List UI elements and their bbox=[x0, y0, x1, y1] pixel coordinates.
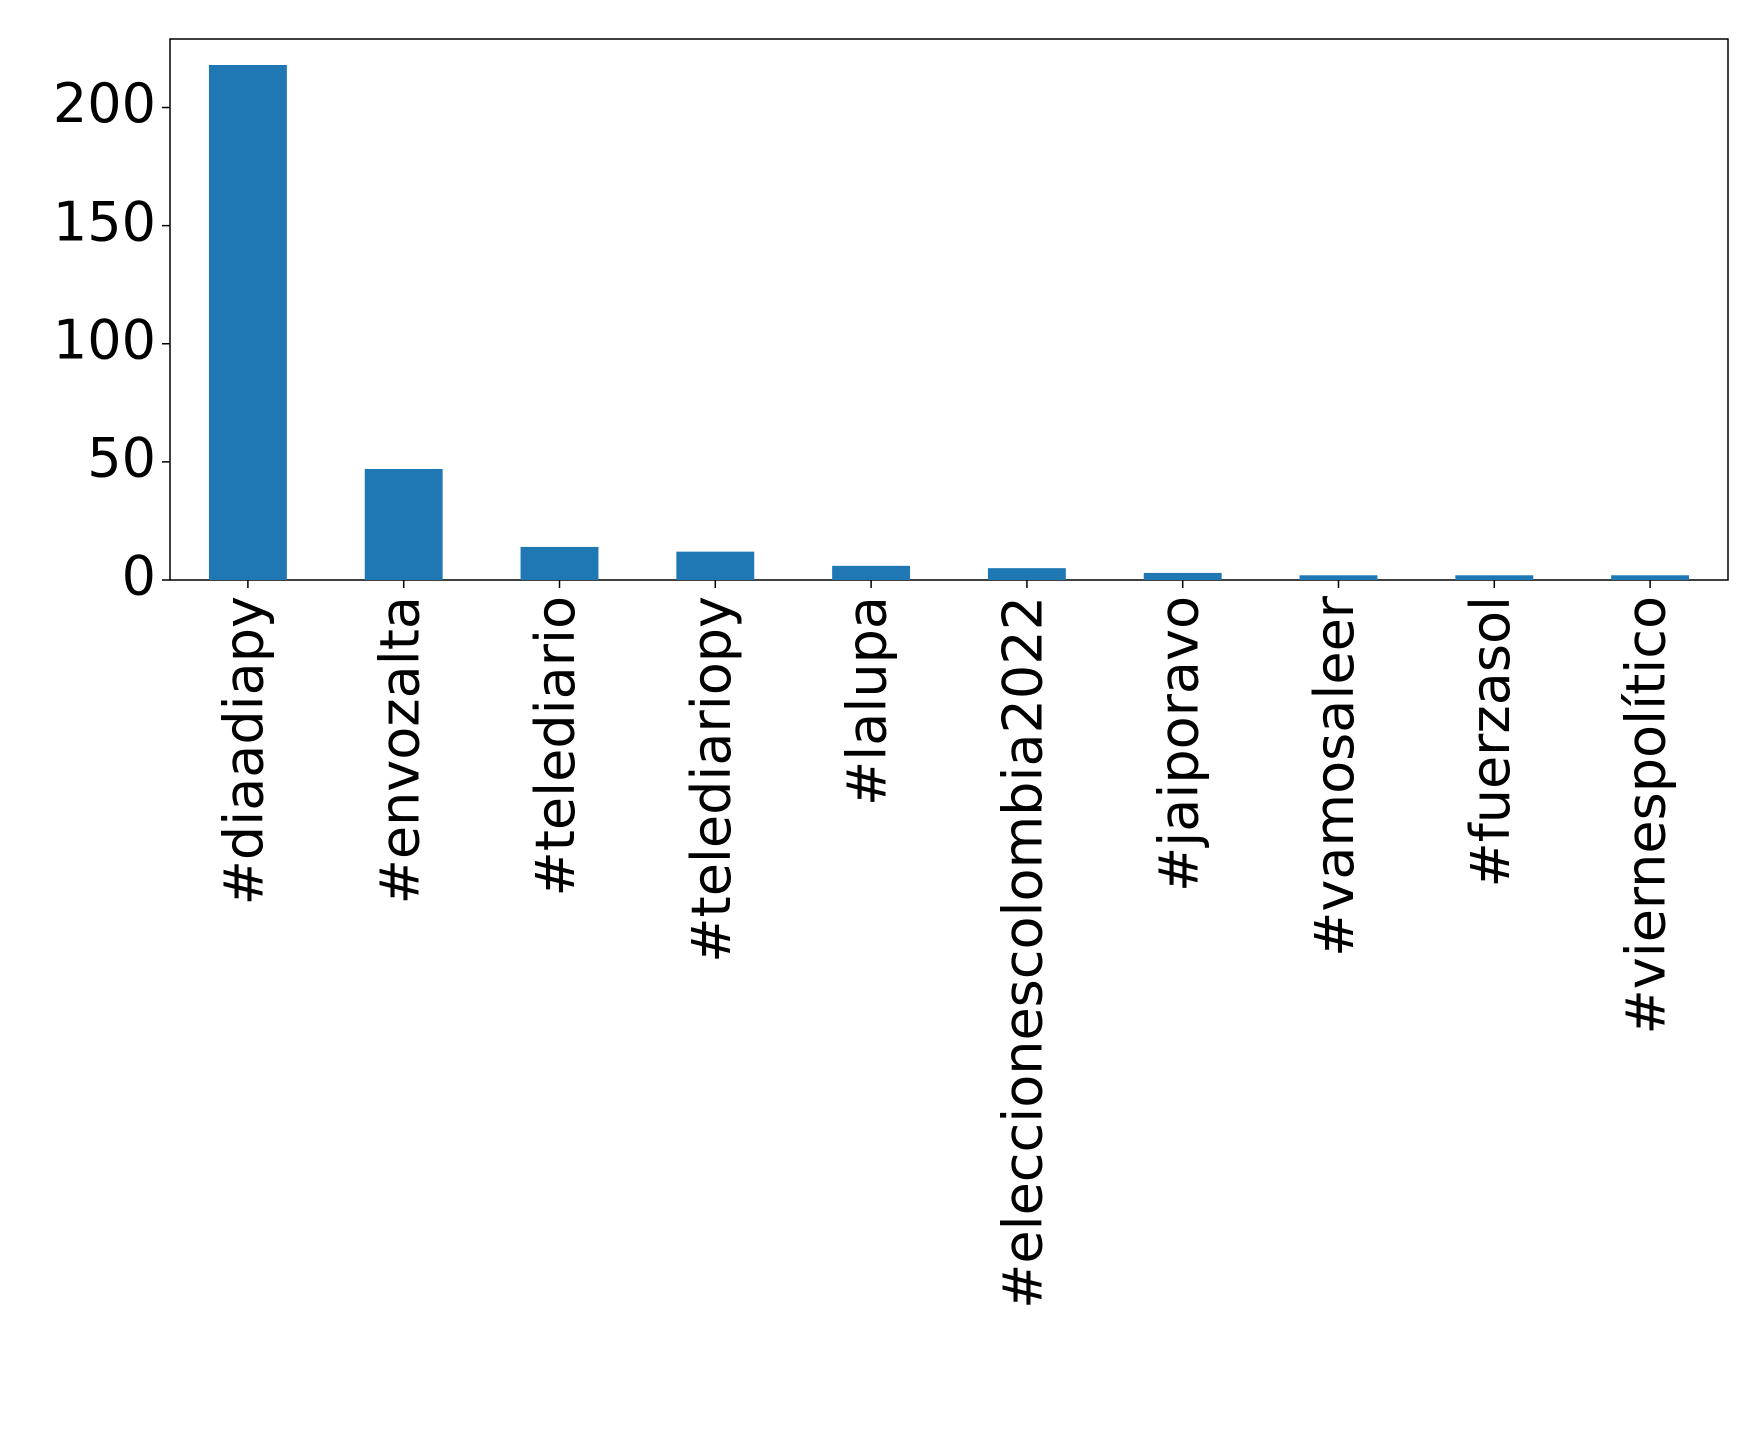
x-tick-label: #fuerzasol bbox=[1459, 596, 1522, 888]
x-tick-label: #eleccionescolombia2022 bbox=[992, 596, 1055, 1309]
bar bbox=[1143, 572, 1222, 580]
y-tick-label: 50 bbox=[87, 427, 156, 490]
bar bbox=[1611, 575, 1690, 580]
y-tick-label: 200 bbox=[53, 72, 156, 135]
bar bbox=[208, 64, 287, 581]
bar bbox=[1299, 575, 1378, 580]
plot-frame bbox=[169, 38, 1729, 581]
x-tick-label: #diaadiapy bbox=[213, 596, 276, 905]
y-tick-label: 0 bbox=[122, 545, 156, 608]
bar bbox=[364, 468, 443, 580]
bar bbox=[832, 565, 911, 580]
x-tick-label: #telediariopy bbox=[680, 596, 743, 963]
x-tick-label: #vamosaleer bbox=[1303, 595, 1366, 957]
y-tick-label: 150 bbox=[53, 190, 156, 253]
x-tick-label: #viernespolítico bbox=[1615, 596, 1678, 1035]
bar bbox=[676, 551, 755, 580]
x-tick-label: #jaiporavo bbox=[1147, 596, 1210, 892]
x-tick-label: #lalupa bbox=[836, 596, 899, 806]
x-tick-label: #envozalta bbox=[368, 596, 431, 904]
bar bbox=[987, 568, 1066, 580]
bar bbox=[1455, 575, 1534, 580]
y-tick-label: 100 bbox=[53, 308, 156, 371]
x-tick-label: #telediario bbox=[524, 596, 587, 896]
bar bbox=[520, 546, 599, 580]
